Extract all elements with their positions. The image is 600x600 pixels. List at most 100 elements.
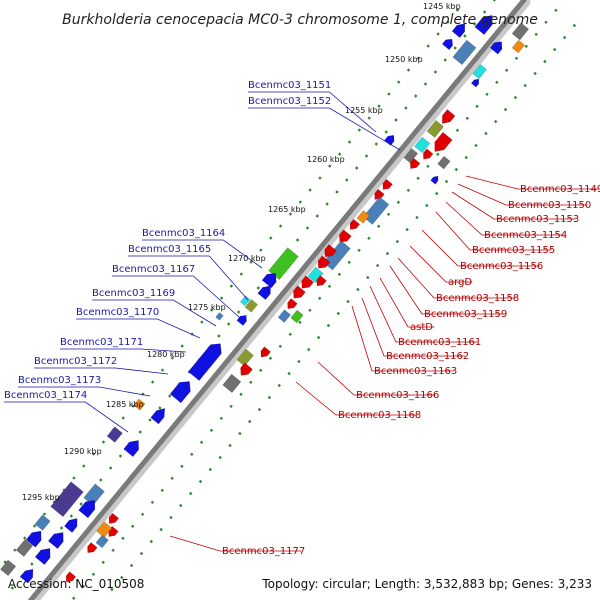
reverse-gene-6 [442, 109, 456, 124]
left-track-tick [367, 116, 371, 120]
reverse-gene-18 [356, 210, 370, 224]
right-inner-tick [219, 416, 223, 420]
label-leader-line [361, 297, 466, 357]
gene-label-left: Bcenmc03_1169 [92, 288, 175, 299]
reverse-gene-9 [414, 136, 431, 154]
right-inner-tick [436, 152, 440, 156]
reverse-gene-30 [277, 309, 292, 323]
forward-gene-27 [15, 538, 34, 557]
forward-gene-24 [34, 514, 51, 531]
right-inner-tick [505, 68, 509, 72]
left-track-tick [288, 212, 293, 216]
chromosome-backbone [27, 0, 531, 600]
forward-gene-13 [188, 343, 222, 381]
right-track-tick [425, 203, 429, 208]
right-track-tick [218, 455, 222, 460]
forward-gene-25 [25, 530, 42, 548]
left-inner-tick [345, 178, 349, 182]
left-track-tick [121, 416, 125, 420]
right-inner-tick [81, 584, 86, 588]
reverse-gene-39 [87, 542, 98, 554]
left-inner-tick [99, 478, 103, 482]
left-inner-tick [355, 166, 359, 170]
forward-gene-28 [19, 568, 34, 584]
reverse-gene-2 [511, 39, 526, 54]
left-track-tick [269, 236, 273, 240]
reverse-gene-12 [410, 157, 421, 169]
left-track-tick [377, 104, 381, 108]
reverse-gene-19 [349, 218, 361, 230]
forward-gene-23 [47, 532, 64, 549]
right-inner-tick [160, 488, 164, 492]
kbp-labels: 1245 kbp 1250 kbp 1255 kbp 1260 kbp 1265 kbp… [22, 2, 461, 502]
reverse-gene-38 [95, 534, 109, 549]
left-inner-tick [394, 118, 398, 122]
left-inner-tick [473, 22, 477, 26]
left-track-tick [42, 512, 47, 516]
right-inner-tick [544, 20, 548, 24]
left-inner-tick [423, 82, 428, 86]
right-track-tick [435, 191, 439, 196]
reverse-gene-17 [362, 196, 390, 225]
left-track-tick [347, 140, 352, 144]
gene-labels: Bcenmc03_1151 Bcenmc03_1152 Bcenmc03_1164 B… [4, 80, 600, 557]
left-track-tick [298, 200, 302, 204]
reverse-gene-13 [437, 155, 451, 170]
right-track-tick [297, 359, 301, 364]
right-inner-tick [101, 560, 105, 564]
left-track-tick [229, 284, 234, 288]
reverse-gene-5 [470, 78, 480, 88]
left-track-tick [357, 128, 361, 132]
right-inner-tick [514, 56, 519, 60]
right-track-tick [248, 419, 252, 424]
left-inner-tick [59, 526, 64, 530]
forward-gene-12 [215, 312, 224, 321]
label-leader-line [379, 277, 435, 328]
label-leader-line [142, 239, 263, 269]
left-inner-tick [295, 238, 300, 242]
right-inner-tick [72, 596, 76, 600]
reverse-gene-10 [423, 148, 434, 160]
label-leader-line [317, 361, 436, 396]
kbp-label: 1275 kbp [188, 303, 226, 312]
left-inner-tick [109, 466, 113, 470]
backbone-line [27, 0, 527, 600]
right-inner-tick [554, 8, 558, 12]
left-track-tick [160, 368, 165, 372]
right-inner-tick [140, 512, 145, 516]
reverse-gene-35 [108, 512, 120, 524]
gene-label-left: Bcenmc03_1171 [60, 337, 143, 348]
right-track-tick [307, 347, 311, 352]
left-inner-tick [305, 226, 310, 230]
right-track-tick [336, 311, 340, 316]
label-leaders [4, 91, 600, 552]
left-track-tick [239, 272, 243, 276]
gene-label-left: Bcenmc03_1172 [34, 356, 117, 367]
right-inner-tick [190, 452, 194, 456]
gene-features [0, 15, 530, 584]
gene-label-right: Bcenmc03_1158 [436, 293, 519, 304]
right-track-tick [464, 155, 468, 160]
gene-label-left: Bcenmc03_1167 [112, 264, 195, 275]
left-track-tick [219, 296, 224, 300]
reverse-gene-15 [382, 178, 393, 190]
forward-gene-3 [452, 39, 477, 66]
left-track-tick [387, 92, 391, 96]
right-inner-tick [121, 536, 125, 540]
kbp-label: 1250 kbp [385, 55, 423, 64]
right-inner-tick [209, 428, 214, 432]
right-track-tick [159, 527, 163, 532]
right-track-tick [208, 467, 212, 472]
gene-label-left: Bcenmc03_1164 [142, 228, 225, 239]
right-track-tick [129, 563, 134, 568]
right-track-tick [562, 35, 567, 40]
left-inner-tick [414, 94, 418, 98]
right-inner-tick [131, 524, 135, 528]
right-inner-tick [386, 212, 391, 216]
left-inner-tick [79, 502, 83, 506]
accession-text: Accession: NC_010508 [8, 577, 144, 591]
left-track-tick [32, 524, 37, 528]
left-inner-tick [69, 514, 73, 518]
left-track-tick [328, 164, 332, 168]
left-track-tick [23, 536, 27, 540]
